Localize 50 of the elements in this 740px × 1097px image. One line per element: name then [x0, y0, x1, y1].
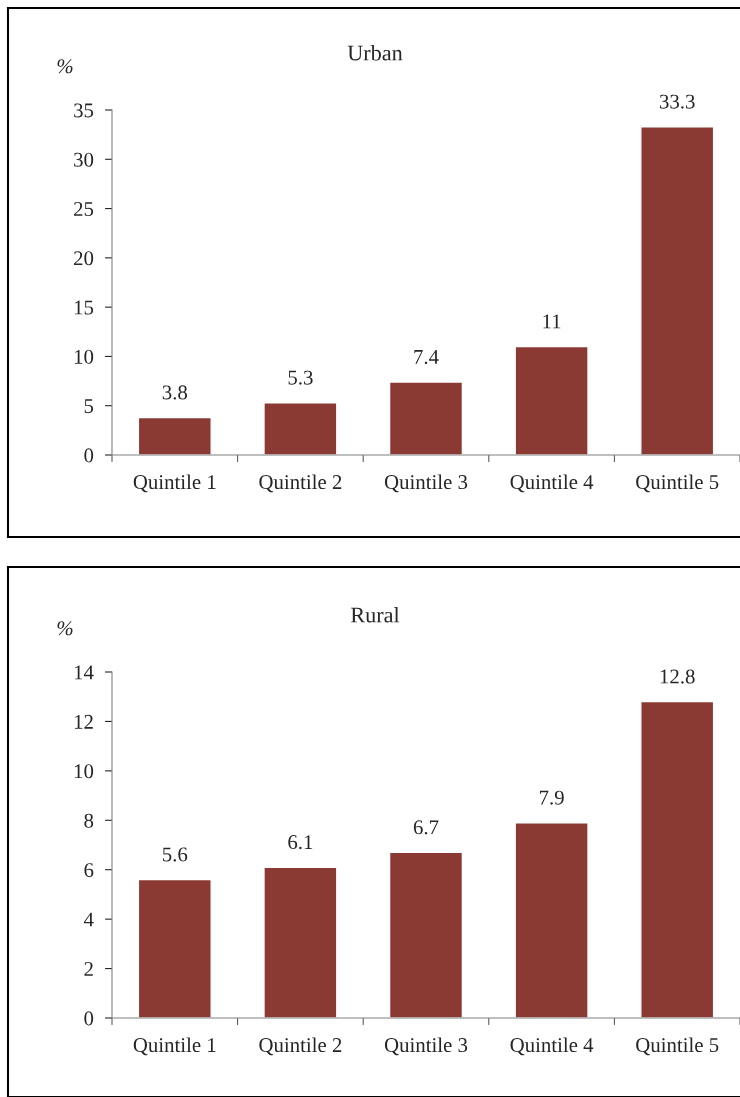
y-tick-label: 2: [84, 962, 93, 976]
x-tick-label: Quintile 5: [636, 1037, 719, 1056]
x-tick-label: Quintile 2: [259, 1037, 342, 1056]
data-label: 6.1: [288, 835, 313, 850]
y-tick-label: 5: [84, 399, 94, 414]
data-label: 5.3: [288, 370, 313, 385]
bar: [137, 878, 212, 1018]
y-tick-label: 30: [74, 152, 94, 167]
y-tick-label: 20: [74, 251, 94, 266]
y-axis-title: %: [57, 621, 73, 636]
bar: [388, 381, 464, 455]
y-tick-label: 8: [84, 813, 94, 828]
y-tick-label: 15: [74, 300, 94, 315]
chart-title: Urban: [347, 44, 403, 61]
bar: [640, 126, 715, 455]
x-tick-label: Quintile 2: [259, 474, 342, 493]
bar: [640, 700, 715, 1018]
data-label: 12.8: [660, 669, 695, 684]
y-tick-label: 14: [74, 665, 94, 680]
y-tick-label: 35: [74, 103, 94, 118]
data-label: 11: [543, 314, 561, 329]
x-tick-label: Quintile 4: [510, 474, 594, 493]
x-tick-label: Quintile 1: [133, 1037, 216, 1056]
y-tick-label: 25: [74, 202, 94, 216]
y-tick-label: 6: [84, 863, 94, 878]
data-label: 3.8: [162, 385, 188, 400]
data-label: 5.6: [162, 847, 188, 862]
bar: [263, 866, 338, 1018]
y-axis-title: %: [57, 59, 73, 74]
y-tick-label: 10: [74, 764, 94, 779]
x-tick-label: Quintile 3: [384, 474, 468, 493]
x-tick-label: Quintile 1: [133, 474, 216, 493]
data-label: 7.4: [414, 350, 439, 365]
chart-title: Rural: [350, 606, 400, 623]
y-tick-label: 4: [83, 912, 94, 927]
data-label: 6.7: [413, 820, 439, 835]
y-tick-label: 0: [84, 1011, 94, 1026]
y-tick-label: 12: [74, 714, 93, 729]
x-tick-label: Quintile 4: [510, 1037, 594, 1056]
bar: [388, 851, 464, 1018]
data-label: 33.3: [659, 94, 695, 109]
x-tick-label: Quintile 3: [384, 1037, 468, 1056]
y-tick-label: 0: [84, 448, 94, 463]
x-tick-label: Quintile 5: [636, 474, 719, 493]
bar: [514, 345, 589, 455]
bar: [514, 822, 589, 1018]
y-tick-label: 10: [74, 349, 94, 364]
bar: [137, 416, 212, 455]
data-label: 7.9: [539, 790, 564, 805]
bar: [263, 402, 338, 455]
